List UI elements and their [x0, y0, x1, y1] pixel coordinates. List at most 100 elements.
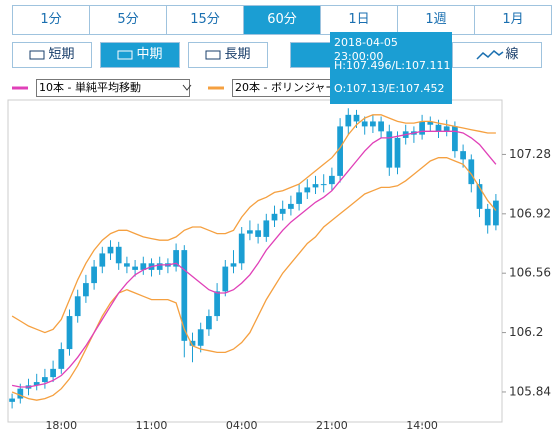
timeframe-tab[interactable]: 5分 — [90, 6, 167, 34]
range-label: 中期 — [136, 47, 163, 62]
range-label: 短期 — [48, 47, 75, 62]
timeframe-tab[interactable]: 1週 — [398, 6, 475, 34]
candle-body — [99, 253, 106, 267]
candle-body — [197, 329, 204, 346]
x-tick-label: 14:00 — [406, 419, 438, 432]
line-label: 線 — [505, 47, 519, 62]
candle-body — [83, 283, 89, 297]
candle-body — [124, 263, 130, 267]
candle-body — [115, 246, 122, 264]
candle-body — [206, 316, 212, 330]
indicator-select[interactable]: 20本 - ボリンジャーバ — [232, 79, 332, 97]
range-icon — [205, 50, 221, 59]
range-button[interactable]: 中期 — [100, 42, 180, 68]
candle-body — [419, 121, 425, 135]
candle-body — [312, 184, 319, 188]
candle-body — [132, 266, 138, 270]
x-tick-label: 11:00 — [136, 419, 168, 432]
candle-body — [279, 208, 286, 214]
y-tick-label: 105.84 — [509, 384, 551, 398]
candle-body — [443, 126, 450, 132]
range-button[interactable]: 長期 — [188, 42, 268, 68]
candle-body — [156, 263, 163, 270]
candle-body — [452, 126, 458, 152]
candle-body — [493, 200, 499, 226]
timeframe-tab[interactable]: 1月 — [475, 6, 551, 34]
candle-body — [238, 233, 245, 264]
range-label: 長期 — [224, 47, 251, 62]
candle-body — [468, 159, 475, 185]
x-tick-label: 18:00 — [45, 419, 77, 432]
candle-body — [288, 203, 294, 209]
range-icon — [29, 50, 45, 59]
bollinger-upper — [11, 114, 496, 334]
candle-body — [58, 349, 65, 369]
timeframe-tab[interactable]: 1日 — [321, 6, 398, 34]
candle-body — [361, 121, 368, 127]
candle-body — [91, 266, 97, 284]
tooltip-line: H:107.496/L:107.111 — [334, 59, 451, 72]
candle-body — [33, 382, 40, 386]
candle-body — [435, 124, 442, 132]
tooltip: 2018-04-05 23:00:00 H:107.496/L:107.111 O:… — [330, 32, 452, 104]
tooltip-line: O:107.13/E:107.452 — [334, 82, 445, 95]
x-tick-label: 21:00 — [316, 419, 348, 432]
timeframe-tab[interactable]: 1分 — [13, 6, 90, 34]
candle-body — [320, 184, 327, 186]
y-tick-label: 106.2 — [509, 325, 543, 339]
candle-body — [222, 266, 229, 292]
candle-body — [255, 230, 261, 237]
candle-body — [173, 250, 179, 267]
timeframe-tabs: 1分 5分 15分 60分 1日 1週 1月 — [12, 5, 552, 35]
candle-body — [9, 398, 15, 402]
candle-body — [140, 263, 147, 270]
candle-body — [353, 114, 360, 122]
candle-body — [337, 126, 343, 176]
y-tick-label: 106.56 — [509, 266, 551, 280]
candle-body — [460, 151, 466, 160]
candle-body — [427, 121, 434, 125]
line-icon — [476, 49, 504, 60]
candle-body — [386, 131, 393, 168]
line-button[interactable]: 線 — [452, 42, 542, 68]
candle-body — [304, 187, 311, 193]
candle-body — [402, 131, 409, 138]
candle-body — [181, 250, 188, 341]
candle-body — [345, 114, 352, 127]
y-tick-label: 106.92 — [509, 206, 551, 220]
candle-body — [214, 291, 220, 317]
candle-body — [411, 131, 417, 135]
tooltip-line: 2018-04-05 23:00:00 — [334, 36, 398, 63]
candle-body — [66, 316, 73, 350]
timeframe-tab[interactable]: 60分 — [244, 6, 321, 34]
candle-body — [148, 263, 155, 270]
candle-body — [230, 263, 237, 267]
candle-body — [394, 137, 401, 168]
candle-body — [107, 246, 114, 254]
candle-body — [296, 192, 302, 204]
bollinger-lower — [11, 157, 497, 401]
y-tick-label: 107.28 — [509, 147, 551, 161]
candle-body — [189, 340, 196, 346]
candle-body — [25, 385, 32, 389]
plot-frame — [7, 99, 503, 423]
candle-body — [329, 175, 335, 185]
candle-body — [484, 208, 491, 226]
candle-body — [271, 213, 278, 221]
range-button[interactable]: 短期 — [12, 42, 92, 68]
timeframe-tab[interactable]: 15分 — [167, 6, 244, 34]
candle-body — [476, 184, 483, 209]
candle-body — [50, 368, 56, 378]
candle-body — [247, 230, 253, 234]
candle-body — [370, 121, 376, 127]
moving-average — [11, 130, 497, 388]
x-tick-label: 04:00 — [226, 419, 258, 432]
candle-body — [378, 121, 384, 132]
candle-body — [17, 388, 24, 399]
candle-body — [263, 220, 270, 237]
candle-body — [74, 296, 81, 317]
indicator-select[interactable]: 10本 - 単純平均移動 — [36, 79, 190, 97]
candle-body — [42, 377, 48, 383]
range-icon — [117, 50, 133, 59]
